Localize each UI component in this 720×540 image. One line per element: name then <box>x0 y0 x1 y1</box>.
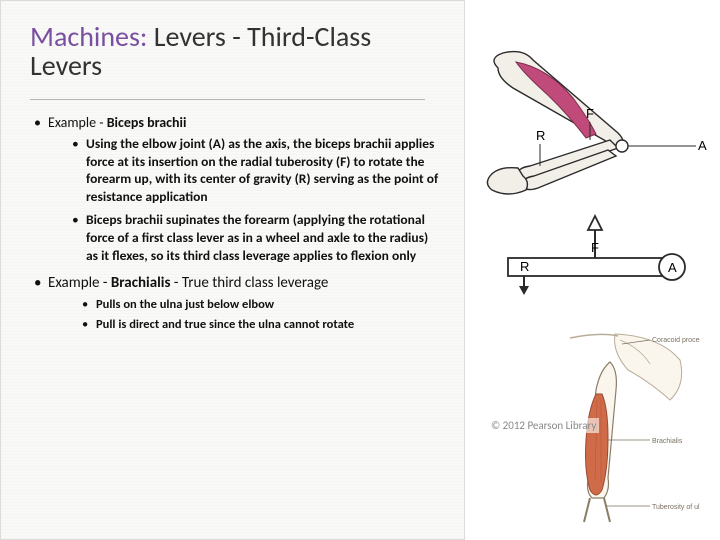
brach-label-muscle: Brachialis <box>652 438 683 445</box>
brach-label-coracoid: Coracoid process <box>652 337 700 344</box>
example-2-bold: Brachialis <box>111 274 171 292</box>
example-2: Example - Brachialis - True third class … <box>34 274 440 333</box>
example-2-sub-2: Pull is direct and true since the ulna c… <box>82 317 440 333</box>
example-2-sub-1: Pulls on the ulna just below elbow <box>82 297 440 313</box>
title-rule <box>30 99 425 100</box>
lever-label-R: R <box>520 259 529 274</box>
arm-label-R: R <box>536 128 545 143</box>
example-2-rest: - True third class leverage <box>170 274 328 292</box>
copyright-watermark: © 2012 Pearson Library <box>488 418 599 433</box>
bullet-list: Example - Biceps brachii Using the elbow… <box>30 114 440 334</box>
lever-label-A: A <box>668 260 677 275</box>
example-1-lead: Example - <box>48 114 107 131</box>
example-1: Example - Biceps brachii Using the elbow… <box>34 114 440 264</box>
example-1-bold: Biceps brachii <box>107 114 187 131</box>
example-1-sub-2: Biceps brachii supinates the forearm (ap… <box>72 211 440 264</box>
example-2-lead: Example - <box>48 274 111 292</box>
brach-label-ulna: Tuberosity of ulna <box>652 504 700 511</box>
example-1-sublist: Using the elbow joint (A) as the axis, t… <box>48 135 440 264</box>
figure-lever-diagram: F R A <box>500 210 690 295</box>
figure-arm-biceps: R F A <box>478 48 708 198</box>
example-1-sub-1: Using the elbow joint (A) as the axis, t… <box>72 135 440 205</box>
arm-label-F: F <box>586 106 594 121</box>
arm-label-A: A <box>698 138 707 153</box>
slide-title: Machines: Levers - Third-Class Levers <box>30 22 440 81</box>
content-column: Machines: Levers - Third-Class Levers Ex… <box>30 22 440 339</box>
lever-label-F: F <box>591 240 599 255</box>
example-2-sublist: Pulls on the ulna just below elbow Pull … <box>48 297 440 334</box>
